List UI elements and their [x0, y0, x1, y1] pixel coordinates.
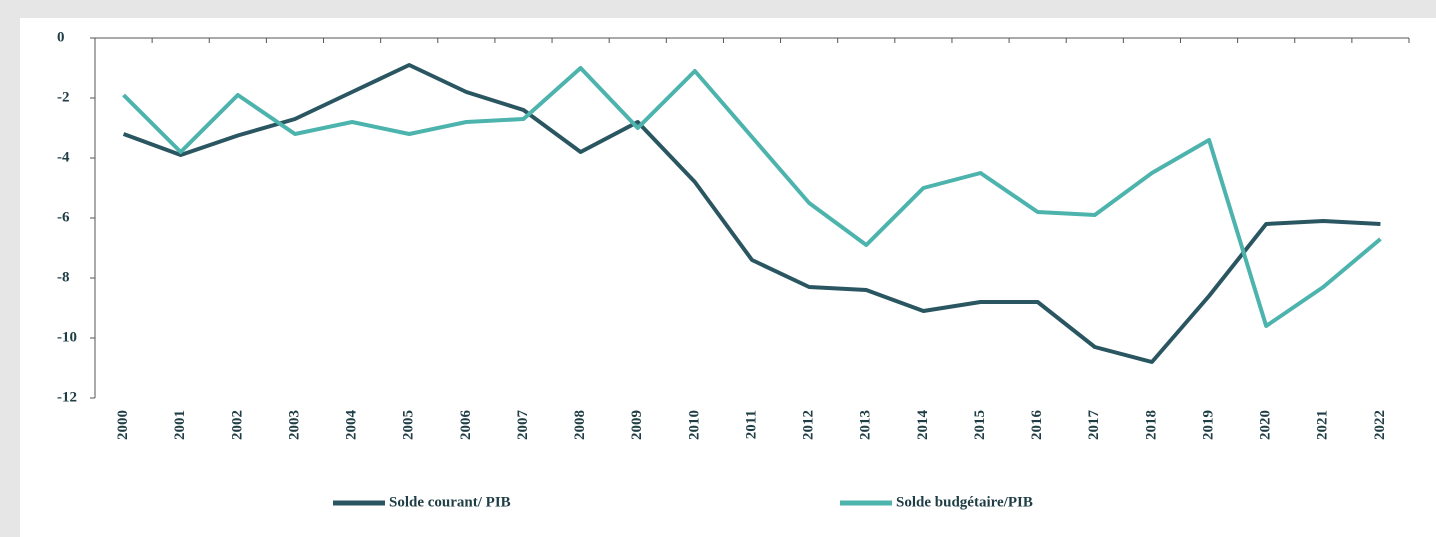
x-tick-label: 2006	[458, 410, 474, 441]
x-tick-label: 2011	[743, 410, 759, 439]
x-tick-label: 2000	[115, 410, 131, 440]
x-tick-label: 2020	[1258, 410, 1274, 440]
x-tick-label: 2018	[1143, 410, 1159, 440]
x-tick-label: 2009	[629, 410, 645, 440]
legend-label: Solde courant/ PIB	[389, 494, 511, 510]
y-tick-label: -10	[57, 329, 77, 345]
line-series	[122, 66, 1382, 328]
plot-panel	[20, 18, 1436, 537]
x-tick-label: 2010	[686, 410, 702, 440]
y-tick-label: 0	[57, 29, 65, 45]
x-tick-label: 2016	[1029, 410, 1045, 441]
y-tick-label: -6	[57, 209, 70, 225]
x-tick-label: 2021	[1315, 410, 1331, 440]
x-tick-label: 2005	[401, 410, 417, 440]
x-tick-label: 2022	[1372, 410, 1388, 440]
x-tick-label: 2015	[972, 410, 988, 440]
x-tick-label: 2014	[915, 410, 931, 441]
line-series	[122, 63, 1381, 364]
y-tick-label: -12	[57, 389, 77, 405]
x-tick-label: 2002	[229, 410, 245, 440]
x-tick-label: 2017	[1086, 410, 1102, 441]
x-tick-label: 2012	[801, 410, 817, 440]
x-tick-label: 2013	[858, 410, 874, 440]
x-tick-label: 2001	[172, 410, 188, 440]
x-tick-label: 2003	[286, 410, 302, 440]
x-tick-label: 2019	[1200, 410, 1216, 440]
y-tick-label: -2	[57, 89, 70, 105]
x-tick-label: 2007	[515, 410, 531, 441]
y-tick-label: -8	[57, 269, 70, 285]
y-tick-label: -4	[57, 149, 70, 165]
x-tick-label: 2004	[344, 410, 360, 441]
legend-label: Solde budgétaire/PIB	[896, 494, 1033, 510]
x-tick-label: 2008	[572, 410, 588, 440]
